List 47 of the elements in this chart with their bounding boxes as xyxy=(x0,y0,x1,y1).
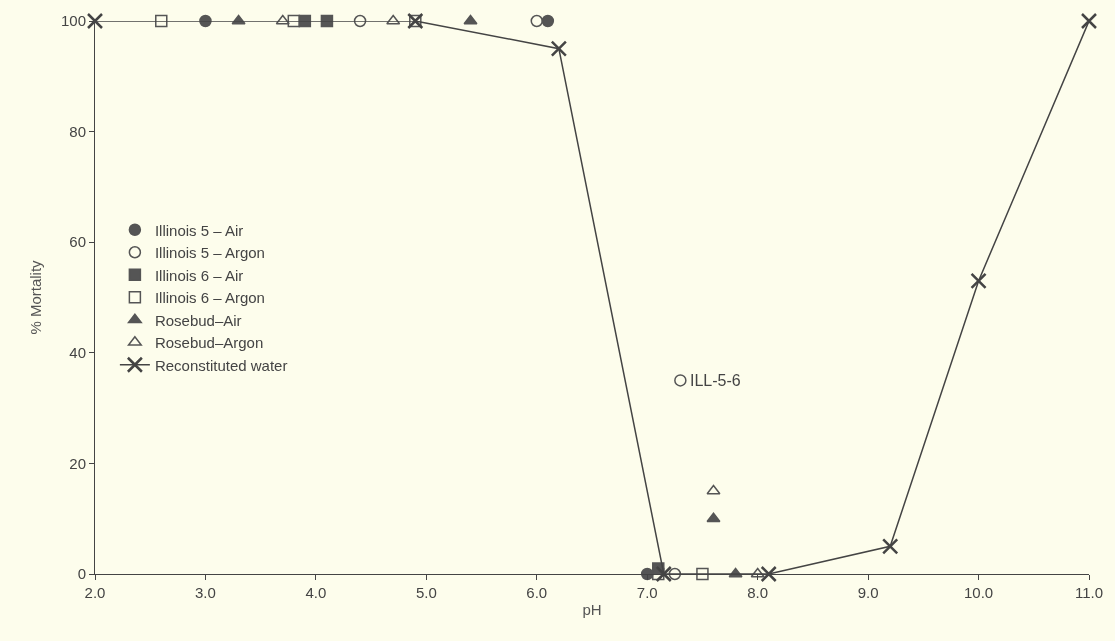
point xyxy=(674,374,687,387)
x-tick-label: 3.0 xyxy=(195,584,216,601)
point xyxy=(287,14,301,28)
legend-label: Reconstituted water xyxy=(154,356,288,374)
y-tick-label: 40 xyxy=(69,344,86,362)
point xyxy=(275,14,290,25)
y-tick-label: 0 xyxy=(77,565,86,583)
point xyxy=(463,14,478,25)
point xyxy=(668,567,682,581)
point xyxy=(706,484,721,495)
x-tick-label: 2.0 xyxy=(84,584,106,601)
point xyxy=(706,512,721,523)
point xyxy=(1080,12,1098,30)
x-tick-label: 11.0 xyxy=(1074,584,1104,601)
legend-label: Illinois 5 – Argon xyxy=(154,244,265,262)
x-tick-label: 6.0 xyxy=(526,584,548,601)
point xyxy=(881,538,899,555)
y-axis-title: % Mortality xyxy=(27,259,45,335)
legend-label: Illinois 6 – Argon xyxy=(154,289,265,307)
point xyxy=(541,14,555,28)
y-tick-label: 100 xyxy=(60,12,86,30)
x-tick-label: 5.0 xyxy=(415,584,437,601)
point xyxy=(353,14,367,28)
legend-label: Rosebud–Air xyxy=(154,311,242,329)
point xyxy=(86,12,104,30)
point xyxy=(760,565,777,583)
x-axis-title: pH xyxy=(582,601,602,618)
x-tick-label: 7.0 xyxy=(636,584,658,601)
y-tick-label: 20 xyxy=(69,454,86,472)
point xyxy=(750,567,765,578)
y-tick-label: 60 xyxy=(69,233,86,251)
point xyxy=(550,40,568,57)
legend-label: Illinois 6 – Air xyxy=(154,266,244,284)
point xyxy=(530,14,544,28)
point xyxy=(696,567,709,581)
x-tick-label: 10.0 xyxy=(963,584,994,601)
annotation: ILL-5-6 xyxy=(690,372,741,389)
point xyxy=(386,14,401,25)
x-tick-label: 8.0 xyxy=(747,584,769,601)
x-tick-label: 9.0 xyxy=(857,584,879,601)
point xyxy=(970,272,987,290)
legend-label: Rosebud–Argon xyxy=(154,334,264,352)
point xyxy=(155,14,168,28)
legend-label: Illinois 5 – Air xyxy=(154,221,244,239)
y-tick-label: 80 xyxy=(69,122,86,140)
point xyxy=(655,565,673,583)
x-tick-label: 4.0 xyxy=(305,584,327,601)
